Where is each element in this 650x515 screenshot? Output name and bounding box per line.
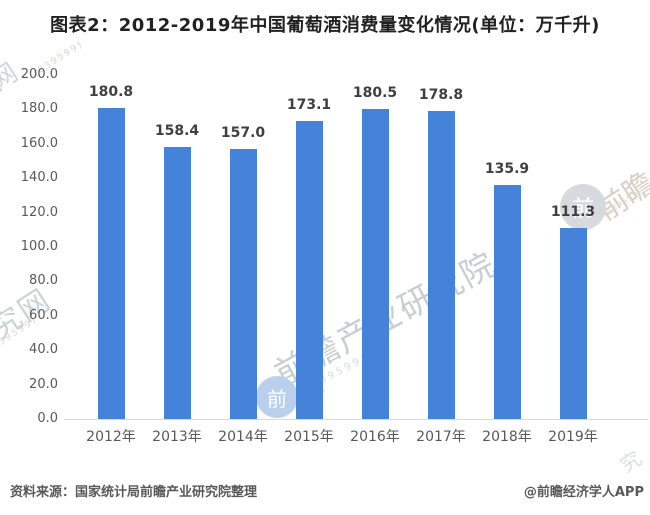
bar: [493, 185, 521, 419]
x-axis-tick-label: 2014年: [218, 429, 268, 445]
y-axis-tick-label: 140.0: [20, 170, 58, 186]
bar-value-label: 178.8: [418, 87, 464, 103]
chart-title: 图表2：2012-2019年中国葡萄酒消费量变化情况(单位：万千升): [50, 15, 600, 36]
bar: [163, 147, 191, 419]
bar: [295, 121, 323, 419]
y-axis-tick-label: 20.0: [29, 376, 58, 392]
y-axis-tick-label: 100.0: [20, 239, 58, 254]
bar: [559, 228, 587, 419]
y-axis-tick-label: 160.0: [20, 135, 58, 151]
y-axis-tick-label: 180.0: [20, 101, 58, 117]
y-axis-tick-label: 200.0: [20, 67, 58, 82]
bar-value-label: 135.9: [484, 161, 530, 177]
x-axis-line: [64, 419, 648, 420]
bar: [97, 108, 125, 419]
bar: [427, 111, 455, 419]
y-axis-tick-label: 60.0: [29, 307, 58, 323]
bar-value-label: 173.1: [286, 97, 332, 113]
y-axis-tick-label: 80.0: [29, 273, 58, 289]
bar-value-label: 180.5: [352, 85, 398, 101]
x-axis-tick-label: 2016年: [350, 429, 400, 445]
x-axis-tick-label: 2015年: [284, 429, 334, 445]
bar-value-label: 180.8: [88, 84, 134, 100]
attribution: @前瞻经济学人APP: [523, 485, 644, 500]
bar-value-label: 157.0: [220, 125, 266, 141]
bar: [361, 109, 389, 419]
y-axis-tick-label: 0.0: [37, 411, 58, 426]
x-axis-tick-label: 2012年: [86, 429, 136, 445]
x-axis-tick-label: 2018年: [482, 429, 532, 445]
source-note: 资料来源：国家统计局前瞻产业研究院整理: [10, 485, 258, 500]
x-axis-tick-label: 2017年: [416, 429, 466, 445]
y-axis-tick-label: 40.0: [29, 342, 58, 358]
y-axis-tick-label: 120.0: [20, 204, 58, 220]
bar-value-label: 111.3: [550, 204, 596, 220]
x-axis-tick-label: 2019年: [548, 429, 598, 445]
bar-value-label: 158.4: [154, 123, 200, 139]
bar: [229, 149, 257, 419]
x-axis-tick-label: 2013年: [152, 429, 202, 445]
